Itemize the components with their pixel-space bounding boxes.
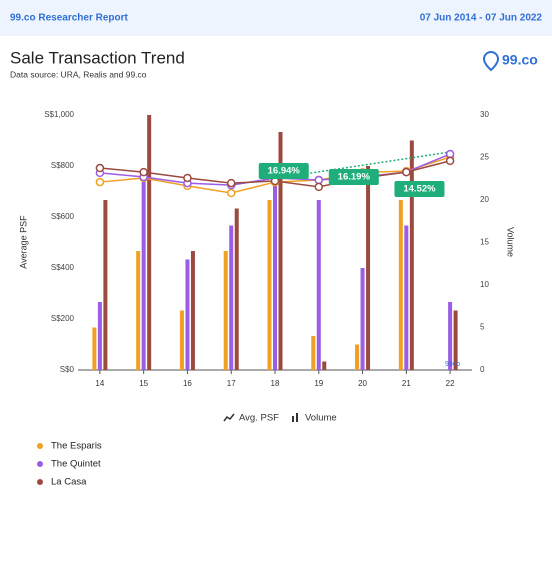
psf-point [226, 178, 236, 188]
volume-bar [273, 174, 277, 370]
volume-bar [92, 327, 97, 370]
psf-point [402, 167, 411, 177]
legend-dot [37, 461, 43, 467]
volume-bar [453, 310, 458, 370]
y2-tick-label: 0 [480, 365, 485, 374]
y-axis-label: Average PSF [18, 215, 28, 269]
psf-point [314, 182, 324, 192]
psf-point [445, 156, 455, 166]
subtitle: Data source: URA, Realis and 99.co [10, 69, 147, 79]
legend-label: The Esparis [51, 441, 102, 452]
volume-bar [404, 225, 409, 370]
brand: 99.co Researcher Report [10, 13, 129, 24]
legend-label: La Casa [51, 477, 87, 488]
x-tick-label: 14 [95, 379, 104, 388]
legend-dot [37, 443, 43, 449]
psf-point [445, 149, 455, 159]
legend-label: Avg. PSF [239, 413, 279, 424]
volume-bar [316, 200, 321, 370]
volume-bar [448, 302, 453, 370]
volume-bar [234, 208, 239, 370]
y-tick-label: S$400 [51, 263, 75, 272]
bar-icon [292, 416, 294, 422]
annotation-box [394, 181, 445, 197]
annotation-label: 16.19% [338, 172, 371, 183]
volume-bar [409, 140, 414, 370]
line-icon [223, 413, 235, 422]
y-tick-label: S$1,000 [44, 110, 74, 119]
chart-title: Sale Transaction Trend [10, 48, 185, 67]
y2-axis-label: Volume [506, 227, 516, 257]
x-tick-label: 15 [139, 379, 148, 388]
logo: 99.co [502, 52, 538, 68]
y2-tick-label: 30 [480, 110, 489, 119]
y2-tick-label: 5 [480, 323, 485, 332]
volume-bar [136, 251, 141, 370]
psf-point [314, 175, 324, 185]
volume-bar [322, 361, 327, 370]
volume-bar [311, 336, 316, 370]
volume-bar [141, 174, 146, 370]
x-tick-label: 22 [446, 379, 455, 388]
volume-bar [147, 115, 152, 370]
x-tick-label: 16 [183, 379, 192, 388]
x-tick-label: 17 [227, 379, 236, 388]
volume-bar [360, 268, 365, 370]
psf-point [95, 177, 105, 187]
legend-label: The Quintet [51, 459, 101, 470]
volume-bar [278, 132, 283, 370]
watermark: 99co [445, 361, 460, 368]
volume-bar [97, 302, 102, 370]
y-tick-label: S$800 [51, 161, 75, 170]
header-bar [0, 0, 552, 36]
volume-bar [179, 310, 184, 370]
psf-point [226, 188, 236, 198]
y-tick-label: S$600 [51, 212, 75, 221]
volume-bar [185, 259, 190, 370]
annotation-box [258, 163, 309, 179]
x-tick-label: 18 [271, 379, 280, 388]
y2-tick-label: 10 [480, 280, 489, 289]
y2-tick-label: 25 [480, 153, 489, 162]
legend-dot [37, 479, 43, 485]
volume-bar [267, 200, 272, 370]
volume-bar [366, 166, 371, 370]
legend-label: Volume [305, 413, 337, 424]
x-tick-label: 20 [358, 379, 367, 388]
type-legend: Avg. PSF Volume [223, 413, 337, 424]
y2-tick-label: 20 [480, 195, 489, 204]
psf-point [95, 163, 105, 173]
date-range: 07 Jun 2014 - 07 Jun 2022 [420, 13, 543, 24]
volume-bar [398, 200, 403, 370]
annotation-label: 14.52% [403, 184, 436, 195]
psf-point [183, 173, 192, 183]
y2-tick-label: 15 [480, 238, 489, 247]
psf-point [139, 167, 148, 177]
volume-bar [103, 200, 108, 370]
annotation-box [328, 169, 379, 185]
x-tick-label: 21 [402, 379, 411, 388]
bar-icon [296, 413, 298, 422]
volume-bar [190, 251, 195, 370]
logo-icon [482, 50, 500, 72]
volume-bar [223, 251, 228, 370]
volume-bar [229, 225, 234, 370]
y-tick-label: S$200 [51, 314, 75, 323]
annotation-label: 16.94% [268, 166, 301, 177]
volume-bar [355, 344, 360, 370]
y-tick-label: S$0 [60, 365, 75, 374]
x-tick-label: 19 [314, 379, 323, 388]
